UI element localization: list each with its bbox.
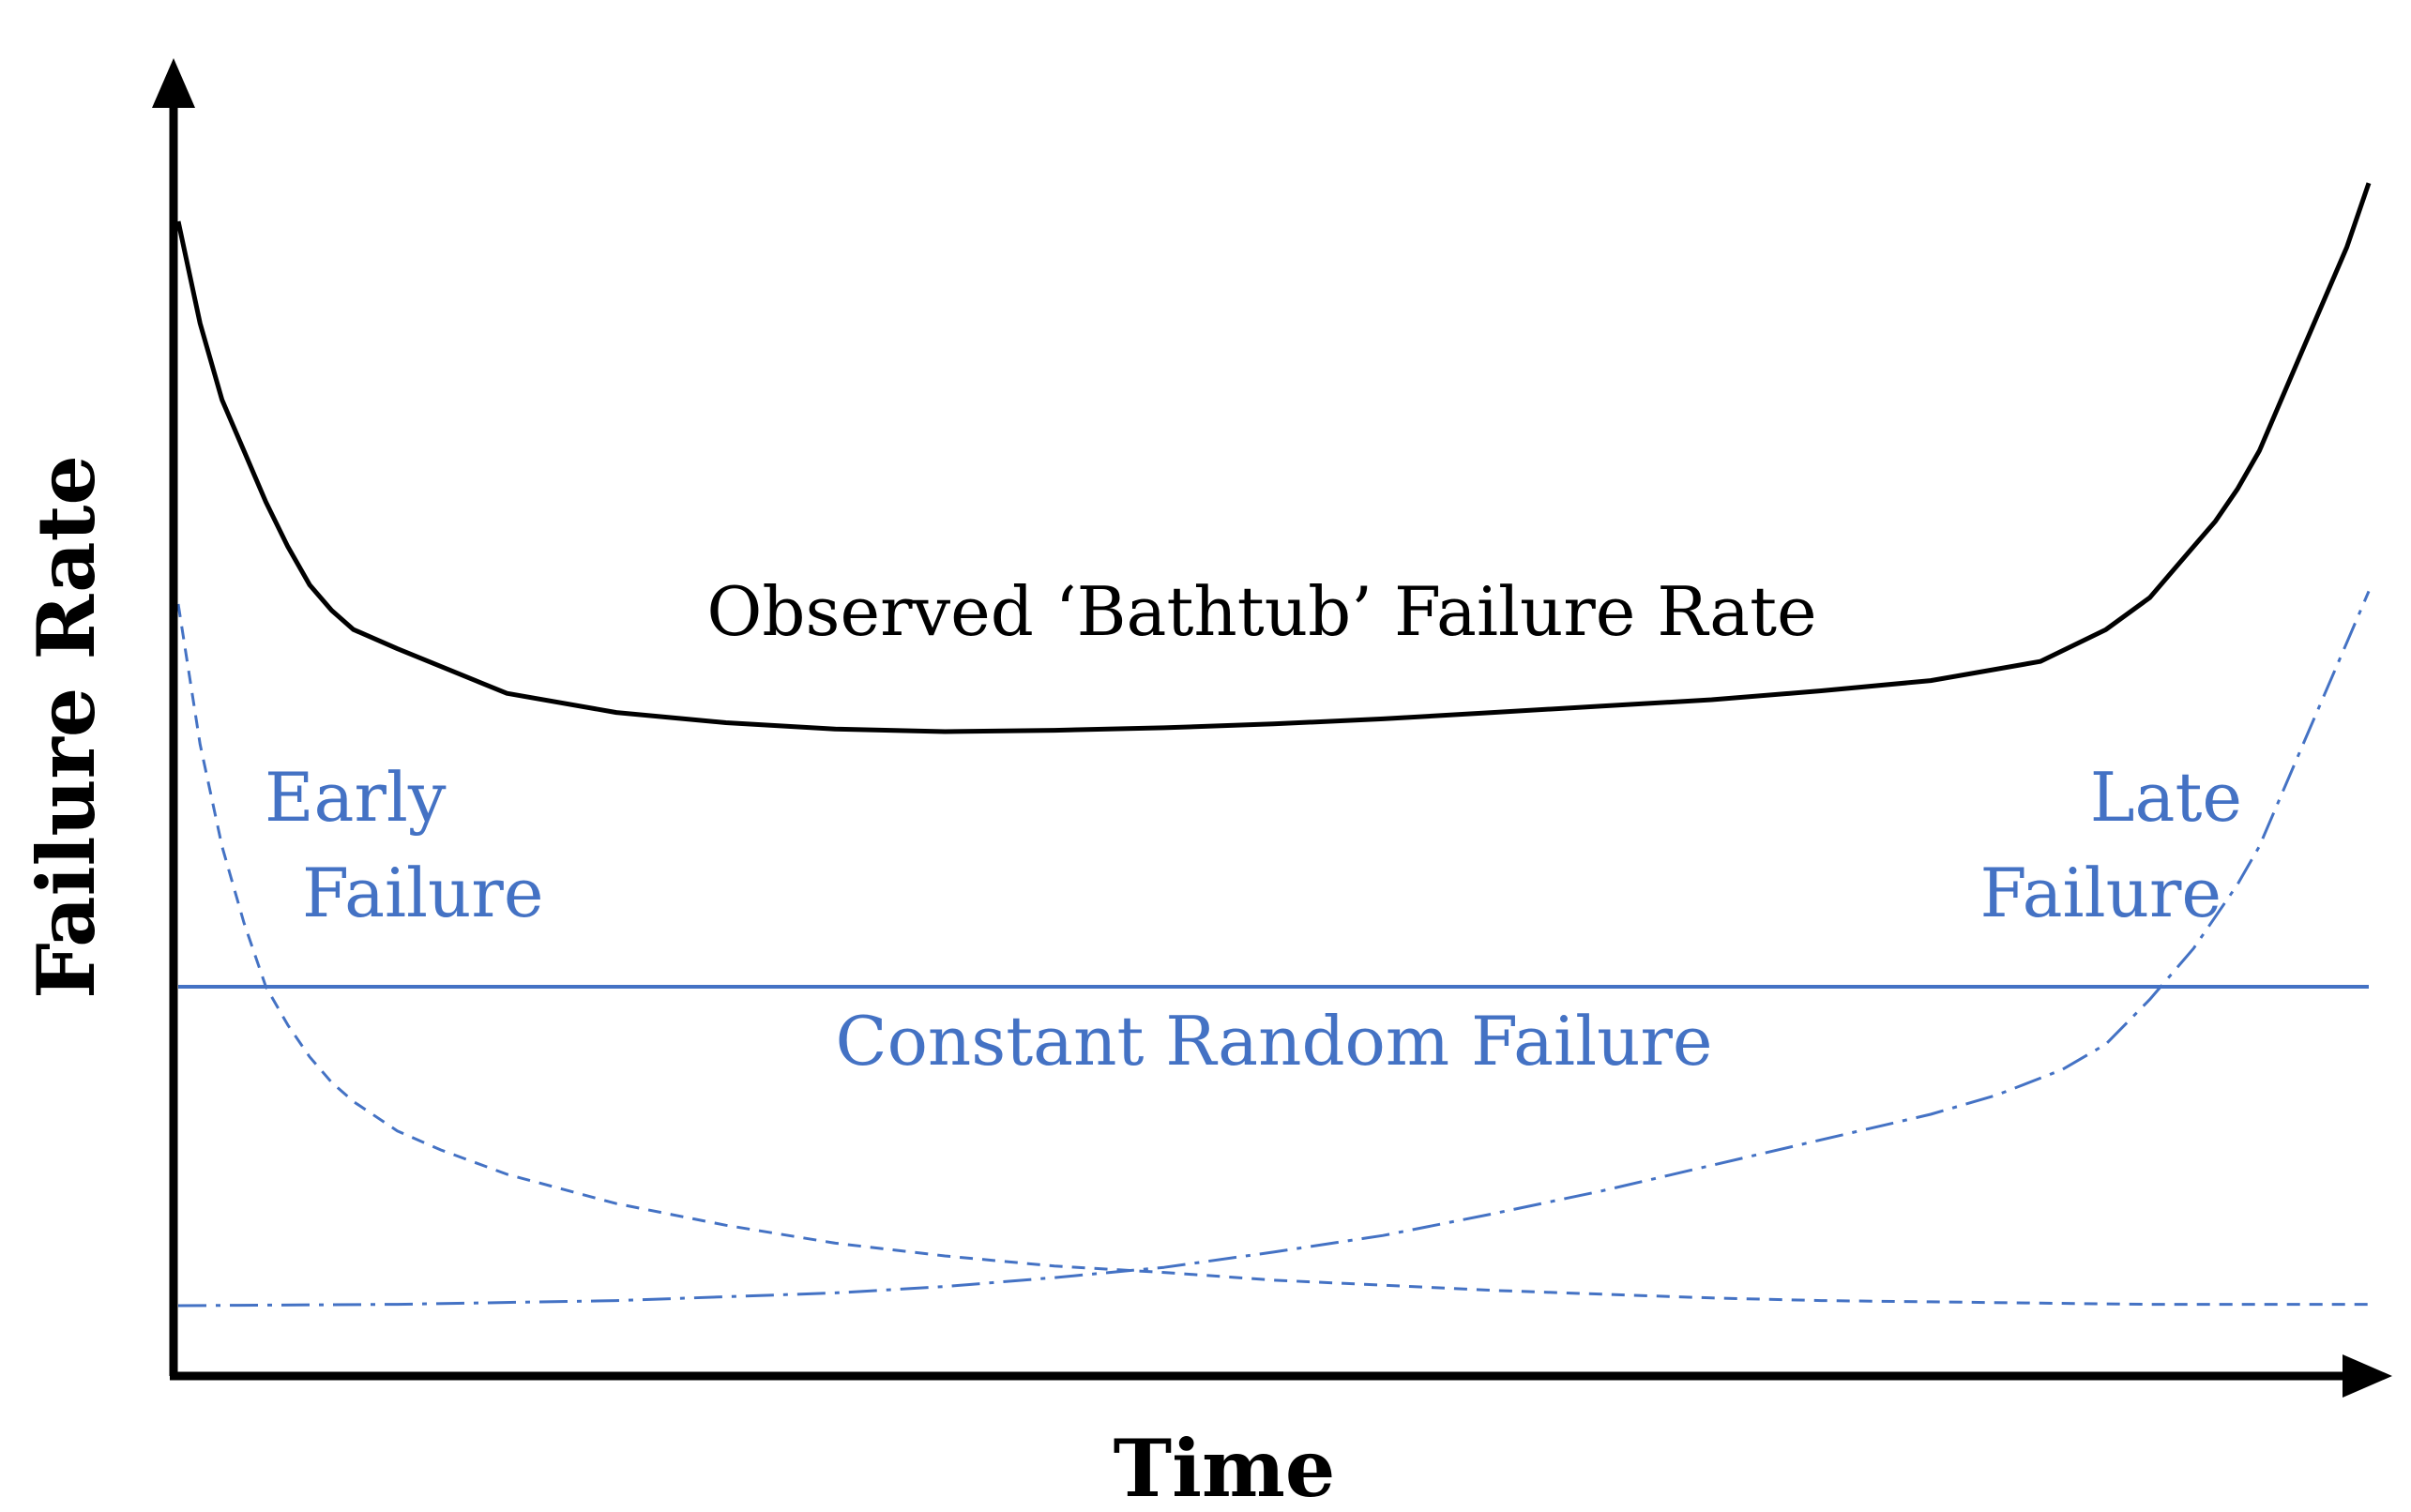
x-axis-arrowhead (2343, 1354, 2392, 1398)
series-line-2 (176, 603, 2369, 1307)
late-failure-label-line2: Failure (1980, 854, 2221, 932)
constant-failure-label: Constant Random Failure (835, 1002, 1712, 1081)
series-layer (175, 182, 2372, 1308)
early-failure-label-line2: Failure (302, 854, 543, 932)
x-axis-title: Time (1114, 1422, 1336, 1512)
series-line-4 (177, 590, 2371, 1308)
y-axis-arrowhead (152, 58, 195, 108)
observed-label: Observed ‘Bathtub’ Failure Rate (706, 572, 1816, 651)
early-failure-label-line1: Early (265, 758, 447, 837)
series-line-1 (175, 182, 2372, 734)
late-failure-label-line1: Late (2090, 758, 2242, 837)
y-axis-title: Failure Rate (20, 455, 113, 999)
